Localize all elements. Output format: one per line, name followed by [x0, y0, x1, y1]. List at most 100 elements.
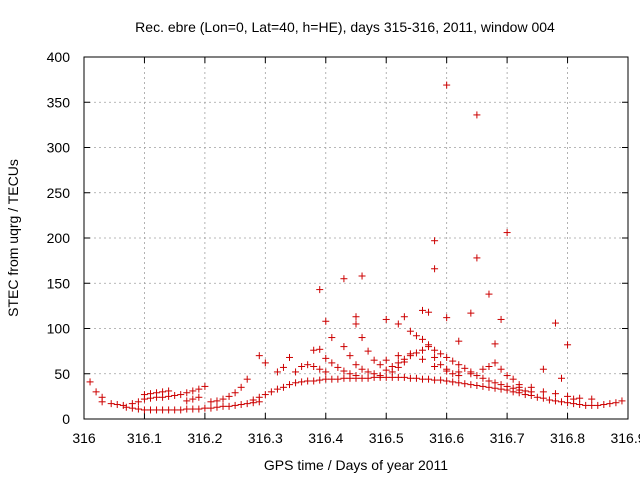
- data-point: [539, 365, 547, 373]
- data-point: [352, 372, 360, 380]
- data-point: [503, 229, 511, 237]
- data-point: [431, 376, 439, 384]
- data-point: [255, 352, 263, 360]
- data-point: [503, 372, 511, 380]
- y-tick-label: 350: [47, 94, 71, 110]
- data-point: [564, 392, 572, 400]
- data-point: [322, 368, 330, 376]
- data-point: [261, 391, 269, 399]
- data-point: [455, 379, 463, 387]
- data-point: [279, 383, 287, 391]
- data-point: [358, 334, 366, 342]
- data-point: [328, 334, 336, 342]
- data-point: [461, 380, 469, 388]
- data-point: [189, 387, 197, 395]
- data-point: [177, 391, 185, 399]
- data-point: [431, 346, 439, 354]
- data-point: [165, 406, 173, 414]
- data-point: [497, 315, 505, 323]
- data-point: [183, 397, 191, 405]
- data-point: [485, 290, 493, 298]
- data-point: [564, 341, 572, 349]
- data-point: [98, 398, 106, 406]
- x-tick-label: 316.5: [369, 430, 404, 446]
- data-point: [443, 314, 451, 322]
- data-point: [352, 313, 360, 321]
- data-point: [243, 400, 251, 408]
- data-point: [564, 399, 572, 407]
- data-point: [346, 370, 354, 378]
- data-point: [358, 365, 366, 373]
- data-point: [159, 406, 167, 414]
- x-axis-label: GPS time / Days of year 2011: [264, 457, 448, 473]
- data-point: [394, 373, 402, 381]
- data-point: [400, 358, 408, 366]
- data-point: [177, 406, 185, 414]
- y-axis-label: STEC from uqrg / TECUs: [5, 159, 21, 317]
- data-point: [443, 353, 451, 361]
- data-point: [394, 363, 402, 371]
- data-point: [298, 363, 306, 371]
- data-point: [437, 376, 445, 384]
- data-point: [449, 378, 457, 386]
- data-point: [322, 317, 330, 325]
- data-point: [558, 398, 566, 406]
- x-tick-label: 316.7: [490, 430, 525, 446]
- data-point: [376, 372, 384, 380]
- data-point: [316, 345, 324, 353]
- data-point: [394, 352, 402, 360]
- data-point: [322, 354, 330, 362]
- data-point: [334, 363, 342, 371]
- data-point: [171, 391, 179, 399]
- data-point: [558, 374, 566, 382]
- y-tick-label: 200: [47, 230, 71, 246]
- data-points: [86, 81, 626, 414]
- data-point: [113, 401, 121, 409]
- data-point: [316, 376, 324, 384]
- data-point: [588, 395, 596, 403]
- y-tick-label: 0: [62, 411, 70, 427]
- data-point: [195, 405, 203, 413]
- data-point: [491, 340, 499, 348]
- data-point: [479, 365, 487, 373]
- data-point: [509, 384, 517, 392]
- data-point: [107, 400, 115, 408]
- data-point: [425, 341, 433, 349]
- data-point: [437, 361, 445, 369]
- data-point: [261, 359, 269, 367]
- data-point: [449, 357, 457, 365]
- data-point: [201, 404, 209, 412]
- data-point: [189, 405, 197, 413]
- data-point: [219, 395, 227, 403]
- data-point: [497, 365, 505, 373]
- data-point: [165, 387, 173, 395]
- data-point: [521, 387, 529, 395]
- data-point: [539, 388, 547, 396]
- data-point: [310, 346, 318, 354]
- data-point: [400, 313, 408, 321]
- data-point: [412, 349, 420, 357]
- data-point: [600, 401, 608, 409]
- data-point: [322, 375, 330, 383]
- chart-title: Rec. ebre (Lon=0, Lat=40, h=HE), days 31…: [135, 19, 555, 35]
- data-point: [195, 393, 203, 401]
- data-point: [431, 353, 439, 361]
- data-point: [551, 390, 559, 398]
- data-point: [455, 368, 463, 376]
- data-point: [310, 377, 318, 385]
- data-point: [370, 370, 378, 378]
- data-point: [588, 401, 596, 409]
- data-point: [473, 372, 481, 380]
- data-point: [352, 320, 360, 328]
- data-point: [467, 381, 475, 389]
- data-point: [443, 365, 451, 373]
- data-point: [128, 400, 136, 408]
- data-point: [201, 382, 209, 390]
- data-point: [376, 361, 384, 369]
- data-point: [388, 368, 396, 376]
- data-point: [159, 388, 167, 396]
- data-point: [527, 383, 535, 391]
- y-tick-label: 100: [47, 321, 71, 337]
- data-point: [551, 319, 559, 327]
- data-point: [612, 399, 620, 407]
